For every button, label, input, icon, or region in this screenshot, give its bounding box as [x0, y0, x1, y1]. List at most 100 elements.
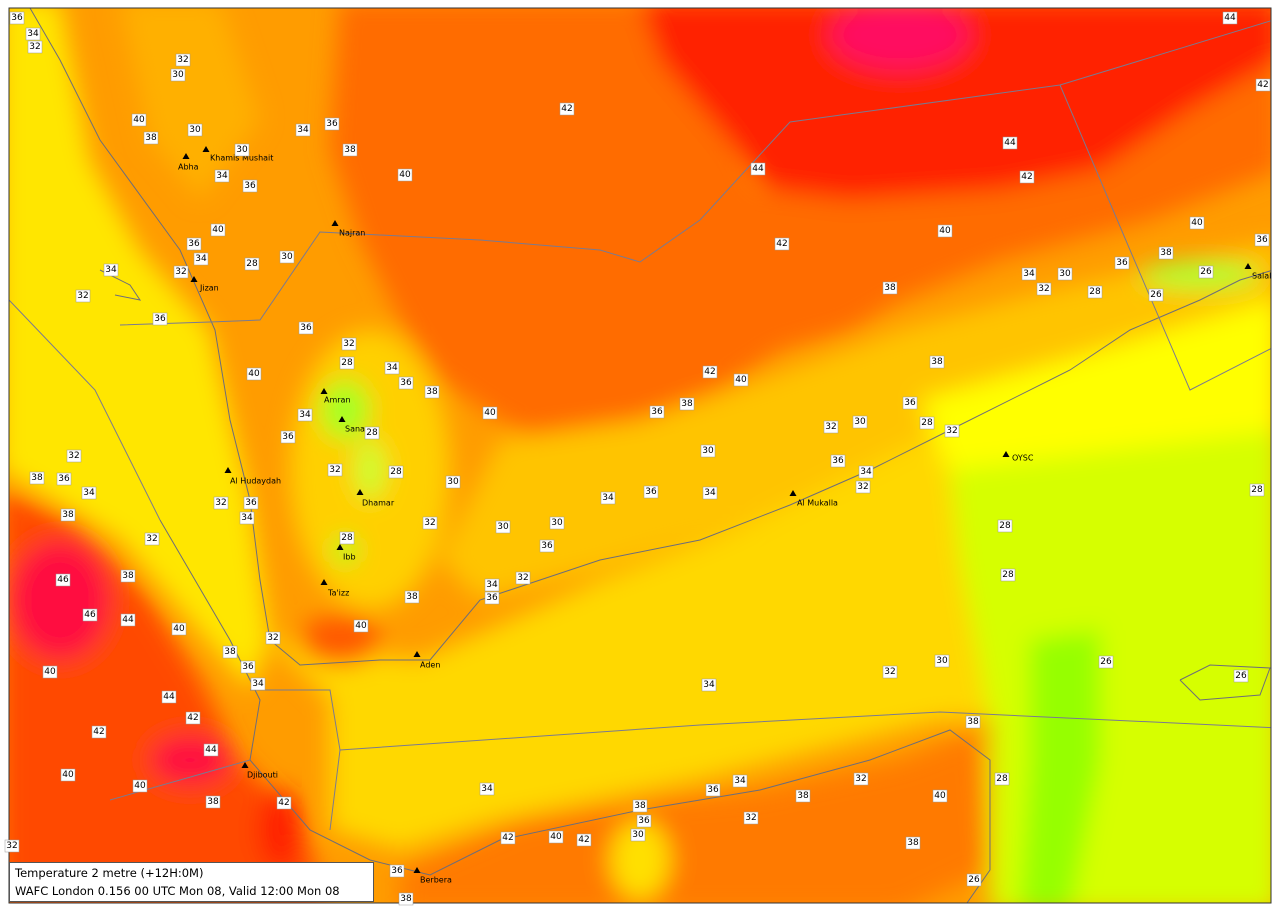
- temperature-label: 32: [944, 424, 960, 438]
- temperature-value: 36: [11, 13, 23, 23]
- temperature-label: 40: [397, 168, 413, 182]
- temperature-label: 28: [1249, 483, 1265, 497]
- temperature-value: 40: [355, 621, 367, 631]
- temperature-label: 34: [701, 678, 717, 692]
- temperature-label: 34: [193, 252, 209, 266]
- temperature-label: 36: [1254, 233, 1270, 247]
- label-box: [131, 113, 147, 127]
- temperature-label: 36: [705, 783, 721, 797]
- label-box: [210, 223, 226, 237]
- temperature-value: 36: [832, 456, 844, 466]
- temperature-label: 40: [210, 223, 226, 237]
- temperature-label: 30: [1057, 267, 1073, 281]
- label-box: [250, 677, 266, 691]
- label-box: [1087, 285, 1103, 299]
- temperature-value: 44: [1224, 13, 1236, 23]
- temperature-label: 34: [250, 677, 266, 691]
- temperature-value: 36: [242, 662, 254, 672]
- temperature-value: 38: [967, 717, 979, 727]
- label-box: [750, 162, 766, 176]
- temperature-value: 34: [241, 513, 253, 523]
- label-box: [161, 690, 177, 704]
- temperature-value: 36: [154, 314, 166, 324]
- temperature-label: 42: [91, 725, 107, 739]
- temperature-label: 30: [852, 415, 868, 429]
- label-box: [855, 480, 871, 494]
- temperature-label: 44: [1222, 11, 1238, 25]
- label-box: [213, 496, 229, 510]
- temperature-value: 34: [195, 254, 207, 264]
- temperature-label: 44: [750, 162, 766, 176]
- temperature-label: 30: [279, 250, 295, 264]
- temperature-label: 44: [203, 743, 219, 757]
- temperature-label: 28: [919, 416, 935, 430]
- city-label: Najran: [339, 229, 365, 238]
- temperature-label: 36: [636, 814, 652, 828]
- temperature-value: 34: [704, 488, 716, 498]
- label-box: [858, 465, 874, 479]
- temperature-value: 34: [1023, 269, 1035, 279]
- temperature-label: 30: [170, 68, 186, 82]
- temperature-value: 28: [341, 533, 353, 543]
- temperature-value: 38: [907, 838, 919, 848]
- temperature-value: 30: [854, 417, 866, 427]
- label-box: [246, 367, 262, 381]
- city-label: Djibouti: [247, 771, 278, 780]
- temperature-value: 32: [215, 498, 226, 508]
- temperature-label: 28: [244, 257, 260, 271]
- temperature-label: 36: [484, 591, 500, 605]
- label-box: [341, 337, 357, 351]
- label-box: [559, 102, 575, 116]
- temperature-label: 28: [1087, 285, 1103, 299]
- city-marker: [789, 490, 797, 496]
- label-box: [600, 491, 616, 505]
- temperature-value: 36: [486, 593, 498, 603]
- temperature-value: 30: [702, 446, 714, 456]
- temperature-value: 34: [602, 493, 614, 503]
- temperature-value: 34: [297, 125, 309, 135]
- label-box: [265, 631, 281, 645]
- temperature-value: 34: [299, 410, 311, 420]
- temperature-value: 34: [27, 29, 39, 39]
- label-box: [27, 40, 43, 54]
- temperature-label: 34: [702, 486, 718, 500]
- temperature-label: 32: [341, 337, 357, 351]
- city-label: Berbera: [420, 876, 452, 885]
- temperature-label: 32: [853, 772, 869, 786]
- label-box: [539, 539, 555, 553]
- temperature-value: 36: [638, 816, 650, 826]
- temperature-label: 38: [222, 645, 238, 659]
- temperature-value: 38: [406, 592, 418, 602]
- temperature-value: 46: [84, 610, 96, 620]
- temperature-value: 26: [1235, 671, 1247, 681]
- temperature-label: 34: [25, 27, 41, 41]
- temperature-value: 44: [205, 745, 217, 755]
- label-box: [1098, 655, 1114, 669]
- temperature-label: 40: [548, 830, 564, 844]
- label-box: [297, 408, 313, 422]
- temperature-label: 38: [342, 143, 358, 157]
- label-box: [1114, 256, 1130, 270]
- temperature-label: 38: [398, 892, 414, 906]
- label-box: [643, 485, 659, 499]
- label-box: [152, 312, 168, 326]
- temperature-value: 32: [177, 55, 188, 65]
- city-marker: [224, 467, 232, 473]
- label-box: [91, 725, 107, 739]
- temperature-label: 34: [295, 123, 311, 137]
- temperature-label: 38: [120, 569, 136, 583]
- label-box: [424, 385, 440, 399]
- temperature-value: 46: [57, 575, 69, 585]
- temperature-value: 36: [651, 407, 663, 417]
- temperature-value: 42: [93, 727, 104, 737]
- label-box: [342, 143, 358, 157]
- temperature-label: 36: [298, 321, 314, 335]
- temperature-value: 40: [44, 667, 56, 677]
- temperature-label: 46: [82, 608, 98, 622]
- city-marker: [413, 651, 421, 657]
- temperature-value: 30: [447, 477, 459, 487]
- label-box: [937, 224, 953, 238]
- temperature-label: 42: [702, 365, 718, 379]
- city-marker: [413, 867, 421, 873]
